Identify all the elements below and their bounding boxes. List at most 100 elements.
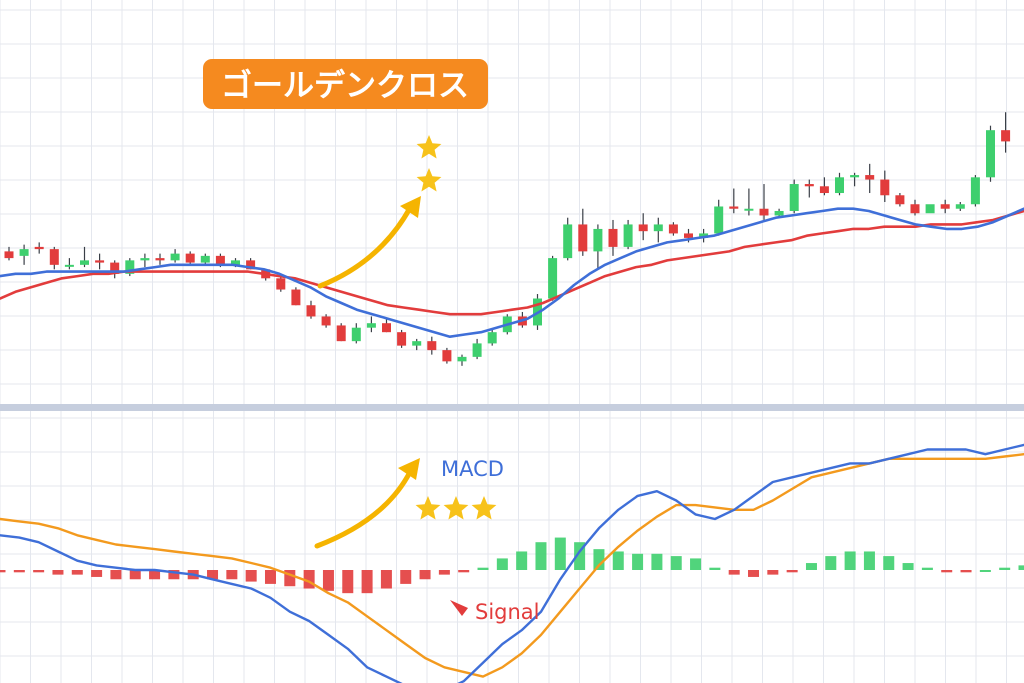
histogram-bar [303, 570, 315, 589]
histogram-bar [516, 551, 528, 570]
bullish-candle [351, 327, 361, 342]
star-icon [443, 496, 469, 520]
histogram-bar [400, 570, 412, 584]
signal-label: Signal [475, 600, 540, 624]
histogram-bar [207, 570, 219, 580]
bullish-candle [200, 255, 210, 263]
signal-line [0, 453, 1024, 678]
histogram-bar [767, 570, 779, 575]
bearish-candle [819, 186, 829, 194]
histogram-bar [52, 570, 64, 575]
histogram-bar [0, 570, 6, 573]
panel-separator [0, 404, 1024, 411]
bearish-candle [895, 195, 905, 205]
histogram-bar [535, 542, 547, 570]
bullish-candle [744, 208, 754, 211]
fast-moving-average-line [0, 207, 1024, 338]
bullish-candle [925, 204, 935, 214]
histogram-bar [33, 570, 45, 573]
bullish-candle [548, 258, 558, 299]
star-icon [416, 135, 442, 159]
bullish-candle [850, 175, 860, 178]
histogram-bar [748, 570, 760, 577]
histogram-bar [786, 570, 798, 573]
bearish-candle [940, 204, 950, 209]
macd-label: MACD [441, 457, 504, 481]
bearish-candle [306, 305, 316, 317]
bearish-candle [638, 224, 648, 232]
bullish-candle [170, 253, 180, 261]
bullish-candle [366, 323, 376, 328]
bearish-candle [291, 289, 301, 306]
bearish-candle [668, 224, 678, 234]
histogram-bar [960, 570, 972, 573]
bearish-candle [336, 325, 346, 342]
histogram-bar [361, 570, 373, 594]
macd-trend-arrow [314, 469, 413, 549]
histogram-bar [593, 549, 605, 570]
bearish-candle [684, 233, 693, 238]
histogram-bar [941, 570, 953, 573]
histogram-bar [284, 570, 296, 587]
histogram-bar [71, 570, 83, 575]
histogram-bar [612, 551, 624, 570]
histogram-bar [574, 542, 586, 570]
bearish-candle [382, 323, 391, 333]
bearish-candle [608, 228, 618, 247]
bearish-candle [246, 260, 256, 270]
histogram-bar [844, 551, 856, 570]
histogram-bar [264, 570, 276, 584]
bullish-candle [64, 264, 74, 267]
bearish-candle [729, 206, 739, 209]
histogram-bar [728, 570, 740, 575]
star-icon [415, 496, 441, 520]
bullish-candle [986, 130, 995, 178]
histogram-bar [690, 558, 702, 570]
bullish-candle [970, 177, 980, 205]
histogram-bar [670, 556, 682, 570]
histogram-bar [110, 570, 122, 580]
histogram-bar [168, 570, 180, 580]
bullish-candle [593, 228, 603, 252]
bearish-candle [759, 208, 769, 216]
candles [4, 112, 1011, 366]
bearish-candle [397, 332, 407, 346]
histogram-bar [322, 570, 334, 591]
histogram-bar [129, 570, 141, 580]
bullish-candle [623, 224, 633, 247]
bullish-candle [714, 206, 724, 234]
bearish-candle [321, 316, 331, 326]
histogram-bar [1018, 565, 1024, 570]
chart-title: ゴールデンクロス [221, 68, 469, 104]
bullish-candle [653, 224, 663, 232]
histogram-bar [902, 563, 914, 570]
macd-line [0, 443, 1024, 683]
histogram-bar [632, 553, 644, 570]
bearish-candle [427, 341, 437, 351]
bearish-candle [578, 224, 588, 252]
bearish-candle [34, 246, 44, 250]
bearish-candle [185, 253, 195, 263]
bearish-candle [4, 251, 14, 259]
histogram-bar [380, 570, 392, 589]
macd-arrow-head [398, 458, 420, 480]
histogram-bar [342, 570, 354, 594]
bearish-candle [1001, 130, 1011, 142]
histogram-bar [883, 556, 895, 570]
bullish-candle [80, 260, 89, 265]
bearish-candle [215, 255, 225, 265]
histogram-bar [477, 567, 489, 570]
bullish-candle [457, 356, 467, 362]
bullish-candle [563, 224, 573, 259]
bullish-candle [19, 249, 29, 256]
bullish-candle [125, 260, 135, 274]
histogram-bar [979, 570, 991, 572]
bullish-candle [472, 343, 482, 357]
bullish-candle [835, 177, 844, 194]
bullish-candle [487, 332, 497, 344]
bullish-candle [774, 210, 784, 216]
title-badge: ゴールデンクロス [203, 59, 488, 109]
